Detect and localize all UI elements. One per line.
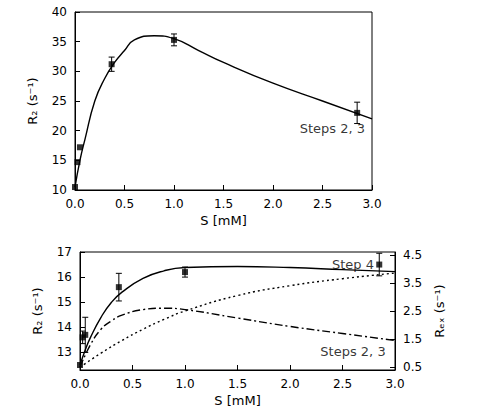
svg-text:Step 4: Step 4 [332,257,374,273]
svg-text:2.0: 2.0 [263,197,282,211]
svg-text:15: 15 [57,295,72,309]
svg-text:0.0: 0.0 [65,197,84,211]
svg-text:2.5: 2.5 [313,197,332,211]
svg-text:2.5: 2.5 [333,377,352,391]
svg-text:3.5: 3.5 [403,276,422,290]
svg-text:1.0: 1.0 [175,377,194,391]
svg-text:0.0: 0.0 [70,377,89,391]
svg-text:0.5: 0.5 [123,377,142,391]
svg-text:13: 13 [57,345,72,359]
svg-text:R₂ (s⁻¹): R₂ (s⁻¹) [25,77,40,124]
svg-text:1.5: 1.5 [214,197,233,211]
svg-text:S [mM]: S [mM] [200,213,246,228]
svg-text:2.0: 2.0 [280,377,299,391]
svg-text:4.5: 4.5 [403,248,422,262]
svg-text:15: 15 [52,153,67,167]
svg-text:3.0: 3.0 [385,377,404,391]
svg-text:2.5: 2.5 [403,304,422,318]
svg-text:3.0: 3.0 [362,197,381,211]
svg-text:S [mM]: S [mM] [214,393,260,408]
svg-text:14: 14 [57,320,72,334]
svg-text:Steps 2, 3: Steps 2, 3 [300,121,365,136]
svg-text:1.5: 1.5 [403,332,422,346]
svg-text:1.0: 1.0 [164,197,183,211]
svg-text:0.5: 0.5 [115,197,134,211]
svg-text:35: 35 [52,35,67,49]
svg-text:10: 10 [52,183,67,197]
svg-text:30: 30 [52,64,67,78]
svg-text:17: 17 [57,245,72,259]
svg-text:Steps 2, 3: Steps 2, 3 [320,344,385,359]
svg-text:R₂ (s⁻¹): R₂ (s⁻¹) [30,287,45,334]
svg-text:16: 16 [57,270,72,284]
svg-text:25: 25 [52,94,67,108]
svg-text:20: 20 [52,124,67,138]
svg-text:Rₑₓ (s⁻¹): Rₑₓ (s⁻¹) [432,284,447,337]
svg-text:1.5: 1.5 [228,377,247,391]
svg-text:40: 40 [52,5,67,19]
svg-text:0.5: 0.5 [403,360,422,374]
